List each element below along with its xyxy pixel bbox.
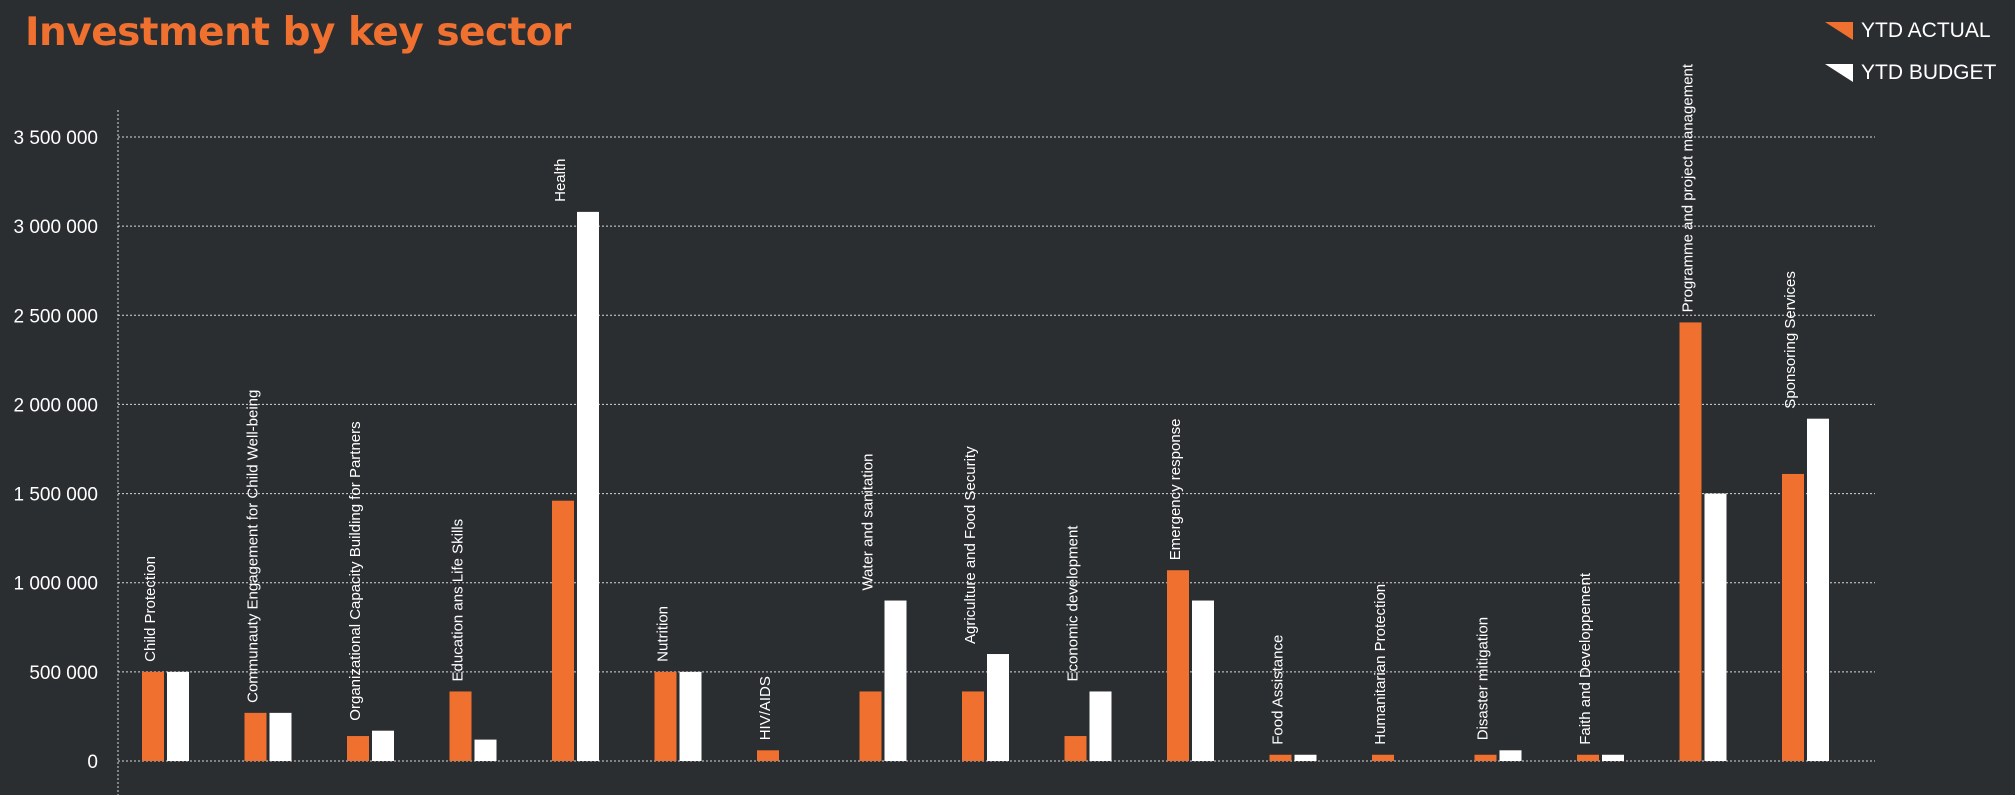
y-tick-label: 3 500 000	[13, 128, 98, 149]
bar-actual	[244, 712, 267, 761]
category-label: Humanitarian Protection	[1372, 584, 1389, 745]
bar-budget	[1807, 418, 1829, 761]
legend-swatch-budget	[1825, 64, 1853, 82]
bar-actual	[757, 750, 779, 761]
bar-actual	[552, 500, 574, 761]
category-label: Agriculture and Food Security	[962, 446, 979, 644]
bar-actual	[347, 736, 369, 761]
y-tick-label: 3 000 000	[13, 217, 98, 238]
bar-actual	[1782, 473, 1804, 761]
y-tick-label: 1 500 000	[13, 485, 98, 506]
bar-budget	[1294, 754, 1317, 761]
category-label: Food Assistance	[1270, 635, 1287, 745]
category-label: Nutrition	[655, 606, 672, 662]
bar-actual	[1167, 570, 1189, 761]
category-label: Faith and Developpement	[1577, 572, 1594, 745]
legend: YTD ACTUAL YTD BUDGET	[1825, 10, 1996, 94]
legend-item-actual: YTD ACTUAL	[1825, 10, 1996, 52]
bar-budget	[884, 600, 907, 761]
y-tick-label: 0	[87, 752, 98, 773]
legend-swatch-actual	[1825, 22, 1853, 40]
category-label: Emergency response	[1167, 418, 1184, 560]
category-label: Sponsoring Services	[1782, 271, 1799, 409]
category-label: Water and sanitation	[860, 454, 877, 591]
category-label: Economic development	[1065, 525, 1082, 682]
y-tick-label: 2 500 000	[13, 306, 98, 327]
bar-actual	[1474, 754, 1497, 761]
bar-budget	[1602, 754, 1624, 761]
legend-label-actual: YTD ACTUAL	[1861, 19, 1991, 42]
category-label: Communauty Engagement for Child Well-bei…	[245, 390, 262, 703]
category-label: Programme and project management	[1680, 63, 1697, 312]
bar-actual	[1064, 736, 1087, 761]
legend-item-budget: YTD BUDGET	[1825, 52, 1996, 94]
category-label: Health	[552, 159, 569, 202]
category-label: HIV/AIDS	[757, 676, 774, 740]
bar-budget	[987, 654, 1009, 761]
legend-label-budget: YTD BUDGET	[1861, 61, 1997, 84]
bar-actual	[449, 691, 472, 761]
bar-budget	[577, 211, 599, 761]
category-label: Education ans Life Skills	[450, 519, 467, 682]
bar-budget	[167, 671, 189, 761]
bar-actual	[1679, 322, 1702, 761]
bar-budget	[474, 739, 497, 761]
bar-budget	[372, 730, 394, 761]
category-label: Organizational Capacity Building for Par…	[347, 421, 364, 720]
bar-budget	[1192, 600, 1214, 761]
bar-budget	[1089, 691, 1112, 761]
y-tick-label: 1 000 000	[13, 574, 98, 595]
y-tick-label: 500 000	[29, 663, 98, 684]
bar-budget	[1499, 750, 1522, 761]
y-tick-label: 2 000 000	[13, 395, 98, 416]
bar-actual	[859, 691, 882, 761]
bar-actual	[1577, 754, 1599, 761]
bar-budget	[269, 712, 292, 761]
bar-actual	[142, 671, 164, 761]
bar-budget	[1704, 493, 1727, 761]
category-label: Child Protection	[142, 556, 159, 662]
category-label: Disaster mitigation	[1475, 617, 1492, 740]
bar-actual	[654, 671, 677, 761]
bar-budget	[679, 671, 702, 761]
bar-actual	[962, 691, 984, 761]
bar-actual	[1372, 754, 1394, 761]
bar-actual	[1269, 754, 1292, 761]
chart-title: Investment by key sector	[25, 10, 571, 55]
